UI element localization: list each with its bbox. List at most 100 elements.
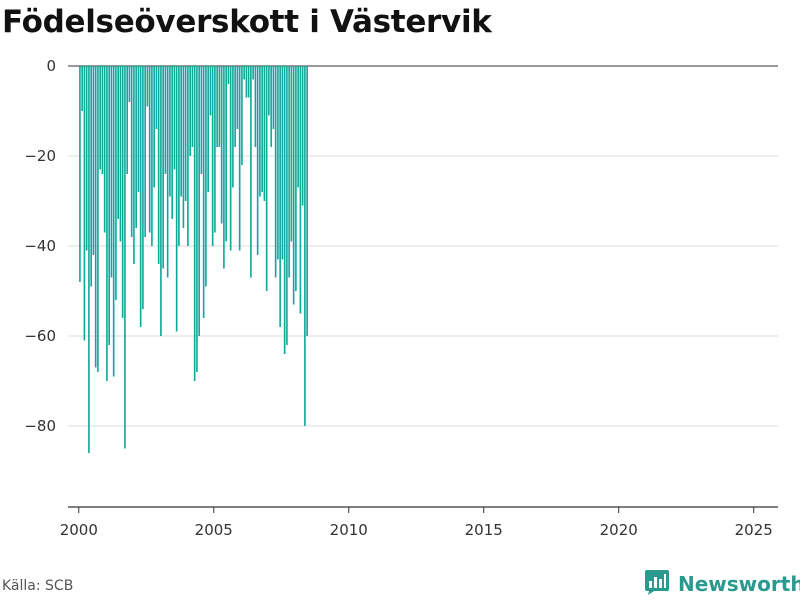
bar: [234, 66, 236, 147]
bar: [119, 66, 122, 242]
chart-title: Födelseöverskott i Västervik: [2, 4, 492, 40]
bar: [157, 66, 160, 264]
bar: [166, 66, 169, 278]
brand-logo[interactable]: Newsworthy: [644, 568, 800, 600]
bar: [218, 66, 221, 147]
bar: [81, 66, 83, 111]
bar: [191, 66, 194, 147]
bar: [90, 66, 92, 287]
bar: [171, 66, 173, 219]
bar: [277, 66, 279, 260]
bar: [175, 66, 178, 332]
bar: [220, 66, 223, 224]
bar: [184, 66, 187, 201]
bar: [142, 66, 144, 309]
x-tick-label: 2000: [60, 521, 98, 539]
bar: [182, 66, 185, 228]
brand-name: Newsworthy: [678, 572, 800, 596]
tick-labels: 0 −20 −40 −60 −80 2000 2005 2010 2015 2020 2025: [24, 57, 772, 539]
bar: [160, 66, 162, 336]
x-tick-label: 2025: [735, 521, 773, 539]
bar: [229, 66, 232, 251]
bar: [135, 66, 137, 228]
bar: [270, 66, 272, 147]
bar: [106, 66, 108, 381]
bar: [288, 66, 290, 278]
bar: [128, 66, 131, 102]
bar: [207, 66, 209, 192]
bar: [189, 66, 191, 156]
bar: [301, 66, 304, 206]
bar: [279, 66, 281, 327]
bar: [290, 66, 293, 242]
bar: [101, 66, 104, 174]
bar: [112, 66, 115, 377]
bar: [146, 66, 149, 107]
bar: [232, 66, 234, 188]
bar: [211, 66, 214, 246]
bar: [124, 66, 126, 449]
bar: [83, 66, 86, 341]
bar: [198, 66, 200, 336]
bar: [236, 66, 239, 129]
bar: [164, 66, 167, 174]
bar: [85, 66, 88, 251]
bar: [216, 66, 218, 147]
bar: [155, 66, 158, 129]
bar: [238, 66, 241, 251]
bar: [214, 66, 216, 233]
bar: [162, 66, 164, 269]
bar: [108, 66, 110, 345]
bar: [148, 66, 151, 233]
bar: [254, 66, 257, 147]
bar: [205, 66, 207, 287]
x-tick-label: 2010: [330, 521, 368, 539]
bar: [209, 66, 212, 116]
bar: [283, 66, 286, 354]
y-tick-label: −60: [24, 327, 56, 345]
bar: [110, 66, 113, 278]
bar: [126, 66, 128, 174]
bar: [268, 66, 270, 116]
bar: [153, 66, 155, 188]
bar: [151, 66, 153, 246]
bar: [241, 66, 243, 165]
bar: [139, 66, 142, 327]
bar: [223, 66, 225, 269]
x-tick-label: 2020: [600, 521, 638, 539]
bar: [94, 66, 97, 368]
bar: [292, 66, 295, 305]
bar: [256, 66, 259, 255]
bar: [97, 66, 99, 372]
bar: [196, 66, 198, 372]
bar: [173, 66, 176, 170]
bar: [281, 66, 284, 260]
bar: [304, 66, 306, 426]
bar: [250, 66, 252, 278]
bar: [295, 66, 297, 291]
bar: [144, 66, 146, 237]
bar: [272, 66, 275, 129]
bar: [193, 66, 196, 381]
bar: [187, 66, 189, 246]
newsworthy-logo-icon: [644, 568, 670, 600]
bar: [286, 66, 288, 345]
bar: [247, 66, 250, 98]
bar: [133, 66, 135, 264]
bar: [297, 66, 299, 188]
x-tick-label: 2015: [465, 521, 503, 539]
y-tick-label: −80: [24, 417, 56, 435]
bar: [243, 66, 245, 80]
bar: [252, 66, 254, 80]
bar: [92, 66, 95, 255]
bar: [265, 66, 268, 291]
y-tick-label: −20: [24, 147, 56, 165]
bar: [245, 66, 248, 98]
bar: [99, 66, 101, 170]
source-note: Källa: SCB: [2, 578, 74, 594]
bar: [200, 66, 203, 174]
y-tick-label: 0: [46, 57, 56, 75]
y-tick-label: −40: [24, 237, 56, 255]
bar: [180, 66, 182, 197]
